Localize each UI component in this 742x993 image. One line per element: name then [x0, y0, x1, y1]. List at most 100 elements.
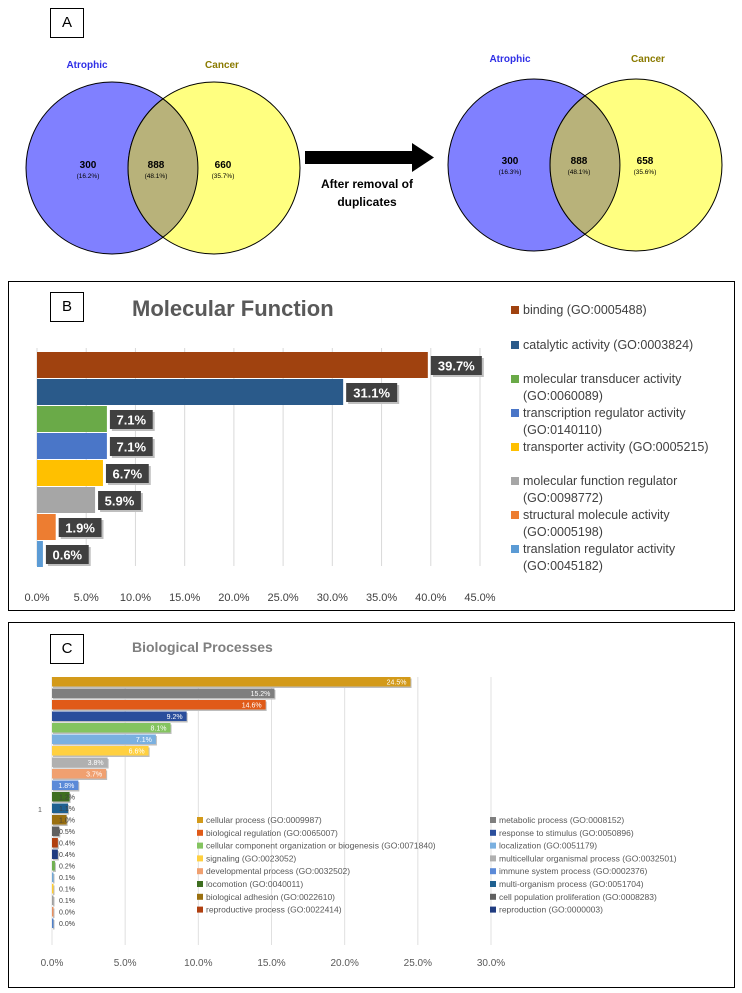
- mf-data-label: 7.1%: [116, 440, 146, 455]
- bp-legend-swatch: [197, 893, 203, 900]
- bp-bar: [52, 769, 107, 779]
- bp-legend-swatch: [490, 829, 496, 836]
- bp-x-axis: 0.0% 5.0% 10.0% 15.0% 20.0% 25.0% 30.0%: [41, 958, 506, 969]
- mf-x-tick-label: 35.0%: [366, 592, 397, 604]
- mf-bar: [37, 406, 107, 432]
- mf-data-label: 31.1%: [353, 386, 390, 401]
- venn-before-set2-label: Cancer: [205, 60, 239, 71]
- bp-legend-label: localization (GO:0051179): [499, 841, 597, 851]
- bp-legend-swatch: [490, 855, 496, 862]
- bp-bar: [52, 907, 54, 917]
- bp-legend-swatch: [197, 881, 203, 887]
- mf-data-label-box: [346, 383, 398, 402]
- mf-legend-swatch: [511, 443, 519, 451]
- panel-label-b: B: [50, 292, 84, 322]
- bp-x-tick-label: 10.0%: [184, 958, 212, 969]
- mf-legend-swatch: [511, 477, 519, 485]
- bp-bar: [52, 757, 108, 767]
- bp-legend-label: biological adhesion (GO:0022610): [206, 892, 335, 902]
- bp-bar: [52, 792, 70, 802]
- venn-before-right-count: 660: [215, 160, 232, 171]
- bp-legend-swatch: [490, 893, 496, 900]
- venn-after-mid-count: 888: [571, 156, 588, 167]
- mf-legend-label: (GO:0140110): [523, 423, 602, 437]
- mf-bars: 39.7% 31.1% 7.1% 7.1% 6.7% 5.9% 1.9% 0.6%: [37, 352, 484, 567]
- bp-x-tick-label: 20.0%: [330, 958, 358, 969]
- bp-bar: [52, 734, 156, 744]
- bp-data-label: 8.1%: [151, 726, 167, 733]
- mf-legend-label: (GO:0045182): [523, 559, 603, 573]
- bp-data-label: 0.0%: [59, 910, 75, 917]
- bp-legend: cellular process (GO:0009987) metabolic p…: [197, 815, 677, 915]
- venn-before-left-pct: (16.2%): [77, 173, 100, 180]
- bp-data-label: 1.1%: [59, 806, 75, 813]
- venn-after-left-pct: (16.3%): [499, 169, 522, 176]
- bp-data-label: 0.4%: [59, 841, 75, 848]
- mf-legend-label: transcription regulator activity: [523, 406, 686, 420]
- bp-legend-swatch: [197, 855, 203, 862]
- mf-x-tick-label: 40.0%: [415, 592, 446, 604]
- bp-data-label: 0.0%: [59, 921, 75, 928]
- arrow-caption-line1: After removal of: [321, 177, 414, 191]
- bp-x-tick-label: 15.0%: [257, 958, 285, 969]
- mf-x-axis: 0.0% 5.0% 10.0% 15.0% 20.0% 25.0% 30.0% 35.0% 40…: [24, 592, 495, 604]
- venn-before-intersection: [127, 98, 199, 238]
- arrow-caption-line2: duplicates: [337, 195, 397, 209]
- bp-data-label: 0.4%: [59, 852, 75, 859]
- bp-bar: [52, 849, 58, 859]
- bp-legend-label: multi-organism process (GO:0051704): [499, 879, 644, 889]
- mf-data-label-box: [109, 437, 153, 456]
- bp-bar: [52, 780, 79, 790]
- bp-bar: [52, 711, 187, 721]
- mf-x-tick-label: 0.0%: [24, 592, 49, 604]
- bp-bar: [52, 918, 54, 928]
- bp-x-tick-label: 30.0%: [477, 958, 505, 969]
- bp-bar: [52, 803, 69, 813]
- bp-bar: [52, 872, 54, 882]
- bp-data-label: 6.6%: [129, 749, 145, 756]
- bp-bar: [52, 688, 275, 698]
- mf-x-tick-label: 45.0%: [464, 592, 495, 604]
- mf-bar: [37, 433, 107, 459]
- bp-x-tick-label: 5.0%: [114, 958, 137, 969]
- mf-x-tick-label: 15.0%: [169, 592, 200, 604]
- venn-after-set2-label: Cancer: [631, 54, 665, 65]
- mf-bar: [37, 352, 428, 378]
- bp-legend-swatch: [490, 868, 496, 875]
- bp-bar: [52, 861, 55, 871]
- bp-data-label: 9.2%: [167, 714, 183, 721]
- bp-legend-label: multicellular organismal process (GO:003…: [499, 853, 677, 863]
- mf-bar: [37, 460, 103, 486]
- bp-bar: [52, 677, 411, 687]
- bp-bar-shadow: [53, 908, 55, 918]
- venn-after: Atrophic Cancer 300 (16.3%) 888 (48.1%) …: [447, 54, 723, 252]
- bp-data-label: 0.5%: [59, 829, 75, 836]
- bp-bar: [52, 746, 149, 756]
- mf-bar: [37, 379, 344, 405]
- venn-after-right-pct: (35.6%): [634, 169, 657, 176]
- mf-x-tick-label: 25.0%: [268, 592, 299, 604]
- mf-x-tick-label: 30.0%: [317, 592, 348, 604]
- mf-legend-label: (GO:0098772): [523, 491, 603, 505]
- bp-legend-label: cell population proliferation (GO:000828…: [499, 892, 657, 902]
- bp-data-label: 0.1%: [59, 887, 75, 894]
- bp-legend-swatch: [197, 842, 203, 849]
- bp-bar: [52, 838, 58, 848]
- bp-legend-label: response to stimulus (GO:0050896): [499, 828, 634, 838]
- mf-data-label-box: [430, 356, 482, 375]
- mf-data-label-box: [109, 410, 153, 429]
- bp-legend-label: cellular process (GO:0009987): [206, 815, 322, 825]
- bp-data-label: 3.7%: [86, 772, 102, 779]
- mf-data-label: 0.6%: [52, 548, 82, 563]
- bp-bar-shadow: [53, 885, 55, 895]
- venn-before-left-count: 300: [80, 160, 97, 171]
- bp-bar-shadow: [53, 897, 55, 907]
- mf-legend-swatch: [511, 341, 519, 349]
- venn-before-mid-count: 888: [148, 160, 165, 171]
- bp-legend-label: biological regulation (GO:0065007): [206, 828, 338, 838]
- bp-legend-label: immune system process (GO:0002376): [499, 866, 648, 876]
- mf-data-label: 6.7%: [113, 467, 143, 482]
- mf-legend-label: transporter activity (GO:0005215): [523, 440, 709, 454]
- bp-legend-label: developmental process (GO:0032502): [206, 866, 350, 876]
- bp-legend-swatch: [490, 842, 496, 849]
